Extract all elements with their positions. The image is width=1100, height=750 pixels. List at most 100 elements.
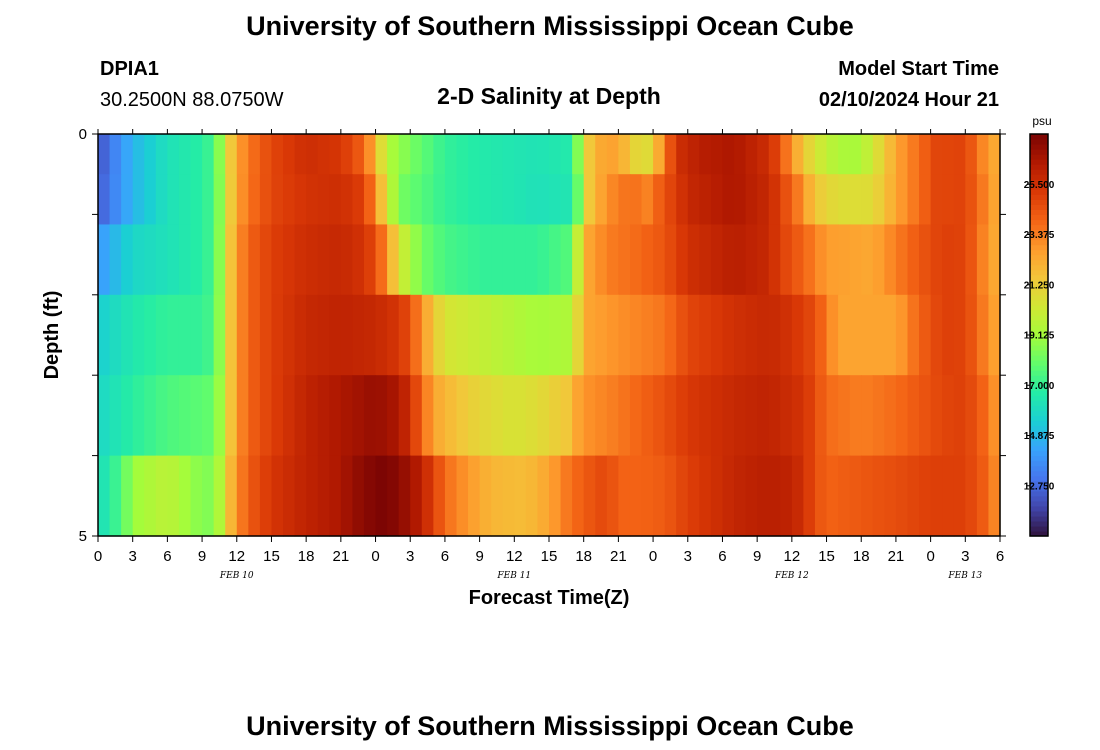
colorbar-segment [1030, 279, 1048, 286]
heatmap-cell [884, 294, 897, 376]
heatmap-cell [398, 375, 411, 457]
colorbar-segment [1030, 329, 1048, 336]
heatmap-cell [433, 134, 446, 175]
colorbar-segment [1030, 154, 1048, 160]
heatmap-cell [826, 174, 839, 226]
heatmap-cell [965, 174, 978, 226]
colorbar-segment [1030, 405, 1048, 411]
heatmap-cell [387, 294, 400, 376]
heatmap-cell [340, 455, 354, 537]
heatmap-cell [271, 294, 284, 376]
heatmap-cell [653, 455, 666, 537]
heatmap-cell [155, 294, 168, 376]
x-tick-label: 3 [684, 548, 692, 565]
heatmap-cell [479, 174, 492, 226]
heatmap-cell [340, 294, 354, 376]
heatmap-cell [109, 174, 122, 226]
heatmap-cell [167, 224, 180, 296]
colorbar-segment [1030, 365, 1048, 371]
heatmap-cell [167, 375, 180, 457]
heatmap-cell [109, 134, 122, 175]
heatmap-cell [710, 224, 724, 296]
heatmap-cell [398, 174, 411, 226]
heatmap-cell [549, 224, 562, 296]
heatmap-cell [537, 455, 550, 537]
x-tick-label: 0 [94, 548, 102, 565]
heatmap-cell [965, 224, 978, 296]
heatmap-cell [965, 294, 978, 376]
colorbar: 12.750 14.875 17.000 19.125 21.250 23.375 25.5… [1024, 133, 1055, 537]
colorbar-segment [1030, 174, 1048, 180]
heatmap-cell [456, 375, 469, 457]
colorbar-segment [1030, 515, 1048, 522]
heatmap-cell [98, 134, 111, 175]
heatmap-cell [791, 455, 805, 537]
heatmap-cell [121, 294, 134, 376]
x-tick-label: 21 [888, 548, 905, 565]
heatmap-cell [167, 455, 180, 537]
heatmap-cell [178, 294, 192, 376]
heatmap-cell [606, 375, 619, 457]
heatmap-cell [595, 174, 608, 226]
heatmap-cell [884, 455, 897, 537]
heatmap-cell [560, 174, 573, 226]
heatmap-cell [144, 174, 157, 226]
heatmap-cell [294, 375, 307, 457]
heatmap-cell [572, 455, 585, 537]
heatmap-cell [699, 134, 712, 175]
heatmap-cell [907, 134, 920, 175]
heatmap-cell [248, 294, 261, 376]
heatmap-cell [387, 375, 400, 457]
heatmap-cell [872, 375, 885, 457]
heatmap-cell [375, 134, 388, 175]
heatmap-cell [629, 224, 643, 296]
colorbar-segment [1030, 420, 1048, 427]
heatmap-cell [930, 134, 943, 175]
heatmap-cell [549, 294, 562, 376]
heatmap-cell [780, 375, 793, 457]
heatmap-cell [98, 375, 111, 457]
heatmap-cell [595, 134, 608, 175]
heatmap-cell [202, 294, 215, 376]
colorbar-tick-label: 14.875 [1024, 431, 1055, 442]
heatmap-cell [803, 375, 816, 457]
x-tick-label: 6 [996, 548, 1004, 565]
heatmap-cell [167, 294, 180, 376]
x-tick-label: 0 [649, 548, 657, 565]
heatmap-cell [872, 224, 885, 296]
heatmap-cell [340, 134, 354, 175]
heatmap-cell [653, 224, 666, 296]
heatmap-cell [942, 174, 955, 226]
heatmap-cell [560, 455, 573, 537]
heatmap-cell [283, 294, 296, 376]
heatmap-cell [791, 224, 805, 296]
heatmap-cell [363, 174, 377, 226]
heatmap-cell [144, 455, 157, 537]
heatmap-cell [803, 224, 816, 296]
heatmap-cell [676, 294, 689, 376]
heatmap-cell [572, 174, 585, 226]
heatmap-cell [444, 174, 458, 226]
y-tick-label: 5 [79, 528, 87, 545]
x-tick-label: 15 [263, 548, 280, 565]
heatmap-cell [676, 134, 689, 175]
heatmap-cell [699, 224, 712, 296]
heatmap-cell [768, 375, 781, 457]
heatmap-cell [248, 455, 261, 537]
heatmap-cell [433, 224, 446, 296]
heatmap-cell [248, 174, 261, 226]
heatmap-cell [502, 134, 515, 175]
heatmap-cell [363, 455, 377, 537]
heatmap-cell [653, 375, 666, 457]
heatmap-cell [687, 455, 700, 537]
heatmap-cell [930, 294, 943, 376]
heatmap-cell [872, 455, 885, 537]
heatmap-cell [734, 375, 747, 457]
colorbar-segment [1030, 159, 1048, 165]
heatmap-cell [826, 375, 839, 457]
heatmap-cell [363, 134, 377, 175]
heatmap-cell [768, 294, 781, 376]
heatmap-cell [641, 224, 654, 296]
heatmap-cell [757, 174, 770, 226]
colorbar-segment [1030, 520, 1048, 527]
